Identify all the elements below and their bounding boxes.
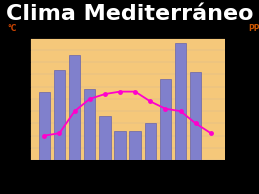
Bar	[175, 43, 186, 160]
Bar	[130, 131, 141, 160]
Text: Clima Mediterráneo: Clima Mediterráneo	[6, 4, 253, 24]
Bar	[114, 131, 126, 160]
Bar	[190, 72, 201, 160]
Bar	[39, 92, 50, 160]
Bar	[99, 116, 111, 160]
Bar	[84, 89, 95, 160]
Bar	[145, 123, 156, 160]
Bar	[69, 55, 80, 160]
Title: Climograma del Clima Mediterráneo: Climograma del Clima Mediterráneo	[54, 29, 201, 35]
Bar	[54, 70, 65, 160]
Text: °C: °C	[7, 24, 17, 33]
Text: PPPM: PPPM	[248, 24, 259, 33]
Bar	[160, 79, 171, 160]
